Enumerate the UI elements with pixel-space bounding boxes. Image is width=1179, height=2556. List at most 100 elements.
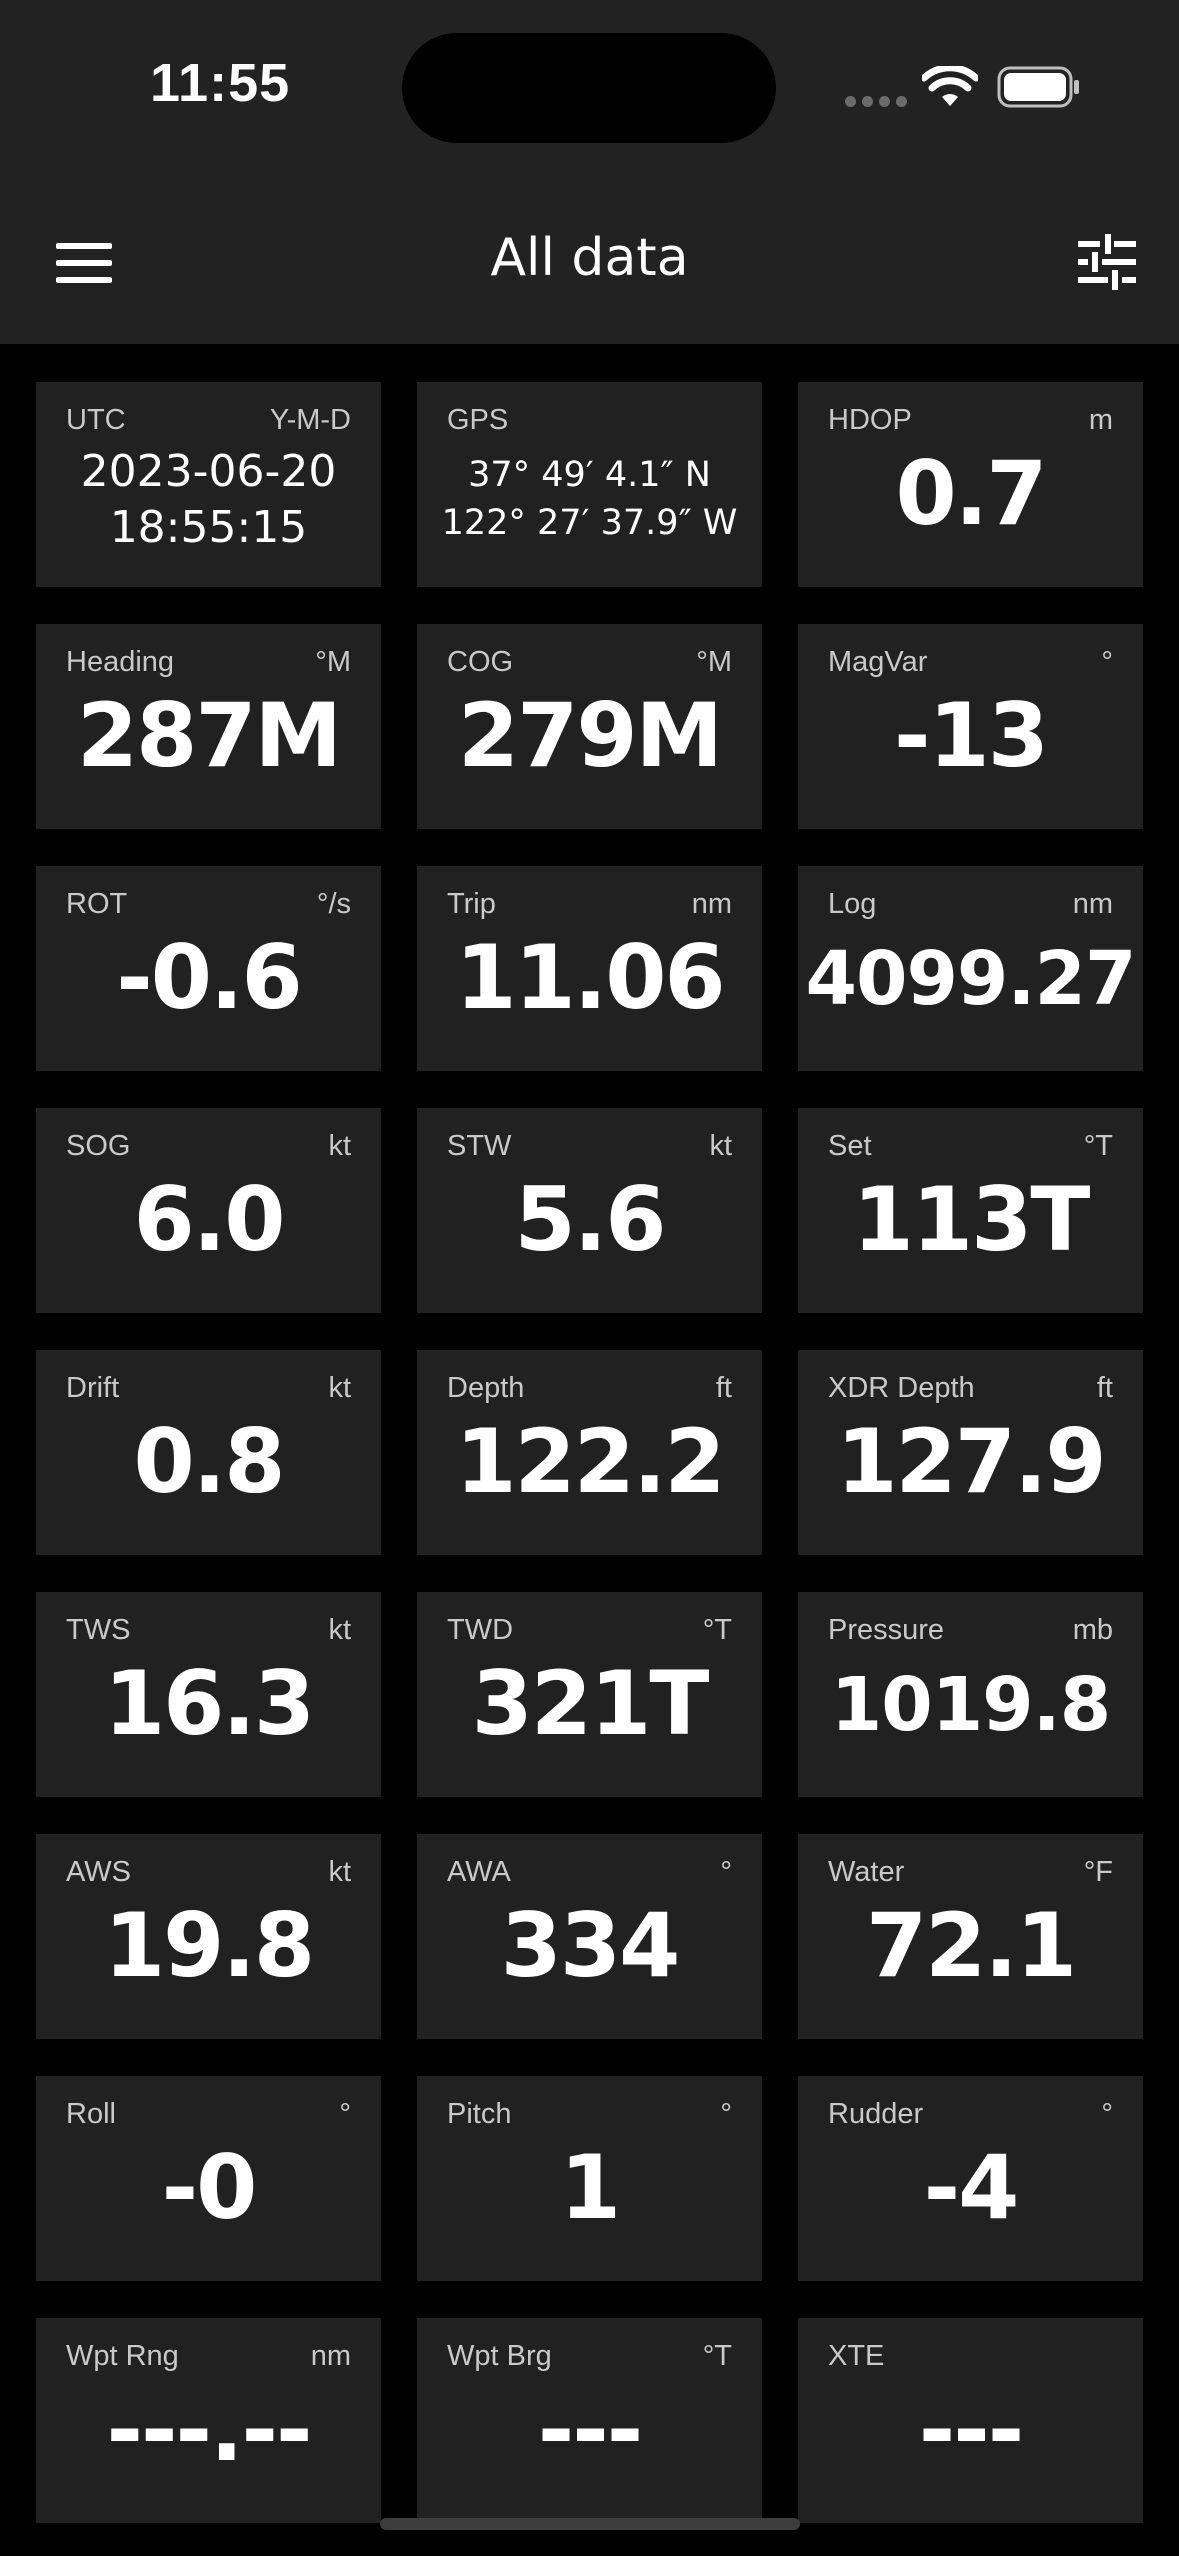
sliders-icon[interactable] xyxy=(1078,234,1136,290)
tile-value: 11.06 xyxy=(455,926,725,1029)
tile-stw[interactable]: STW kt 5.6 xyxy=(417,1108,762,1313)
tile-gps[interactable]: GPS 37° 49′ 4.1″ N 122° 27′ 37.9″ W xyxy=(417,382,762,587)
tile-unit: kt xyxy=(328,1130,351,1162)
tile-wpt-rng[interactable]: Wpt Rng nm ---.-- xyxy=(36,2318,381,2523)
tile-utc[interactable]: UTC Y-M-D 2023-06-20 18:55:15 xyxy=(36,382,381,587)
tile-value: 6.0 xyxy=(133,1168,286,1271)
gps-longitude: 122° 27′ 37.9″ W xyxy=(441,503,738,543)
tile-label: Pressure xyxy=(828,1614,945,1646)
tile-label: STW xyxy=(447,1130,512,1162)
tile-label: Heading xyxy=(66,646,175,678)
tile-label: XTE xyxy=(828,2340,885,2372)
tile-label: SOG xyxy=(66,1130,131,1162)
tile-value: -13 xyxy=(894,684,1049,787)
tile-drift[interactable]: Drift kt 0.8 xyxy=(36,1350,381,1555)
battery-icon xyxy=(997,66,1079,108)
tile-unit: °T xyxy=(1083,1130,1113,1162)
tile-label: TWS xyxy=(66,1614,131,1646)
tile-value: -0 xyxy=(161,2136,258,2239)
tile-depth[interactable]: Depth ft 122.2 xyxy=(417,1350,762,1555)
tile-heading[interactable]: Heading °M 287M xyxy=(36,624,381,829)
tile-tws[interactable]: TWS kt 16.3 xyxy=(36,1592,381,1797)
tile-value: 4099.27 xyxy=(805,936,1136,1022)
wifi-icon xyxy=(922,66,978,106)
tile-label: Water xyxy=(828,1856,905,1888)
tile-value: 122.2 xyxy=(455,1410,725,1513)
tile-xdr-depth[interactable]: XDR Depth ft 127.9 xyxy=(798,1350,1143,1555)
tile-set[interactable]: Set °T 113T xyxy=(798,1108,1143,1313)
tile-value: 1019.8 xyxy=(830,1662,1112,1748)
tile-value: 127.9 xyxy=(836,1410,1106,1513)
tile-water[interactable]: Water °F 72.1 xyxy=(798,1834,1143,2039)
tile-label: Rudder xyxy=(828,2098,924,2130)
tile-cog[interactable]: COG °M 279M xyxy=(417,624,762,829)
dynamic-island xyxy=(402,33,776,143)
tile-label: Log xyxy=(828,888,877,920)
tile-unit: nm xyxy=(691,888,732,920)
tile-unit: ° xyxy=(339,2098,351,2130)
tile-unit: mb xyxy=(1072,1614,1113,1646)
tile-value: 113T xyxy=(852,1168,1091,1271)
tile-unit: Y-M-D xyxy=(269,404,351,436)
tile-label: MagVar xyxy=(828,646,928,678)
utc-date: 2023-06-20 xyxy=(80,446,337,497)
tile-magvar[interactable]: MagVar ° -13 xyxy=(798,624,1143,829)
tile-value: --- xyxy=(918,2378,1025,2481)
tile-sog[interactable]: SOG kt 6.0 xyxy=(36,1108,381,1313)
tile-label: Set xyxy=(828,1130,872,1162)
tile-wpt-brg[interactable]: Wpt Brg °T --- xyxy=(417,2318,762,2523)
tile-value: 321T xyxy=(471,1652,710,1755)
tile-unit: m xyxy=(1088,404,1113,436)
tile-unit: °M xyxy=(696,646,732,678)
tile-unit: kt xyxy=(328,1856,351,1888)
tile-aws[interactable]: AWS kt 19.8 xyxy=(36,1834,381,2039)
tile-unit: kt xyxy=(328,1372,351,1404)
tile-value: -0.6 xyxy=(116,926,302,1029)
tile-value: --- xyxy=(537,2378,644,2481)
tile-rot[interactable]: ROT °/s -0.6 xyxy=(36,866,381,1071)
tile-label: Roll xyxy=(66,2098,116,2130)
tile-value: 0.7 xyxy=(895,442,1048,545)
tile-pitch[interactable]: Pitch ° 1 xyxy=(417,2076,762,2281)
tile-label: Trip xyxy=(447,888,496,920)
tile-unit: ° xyxy=(720,2098,732,2130)
tile-value: 16.3 xyxy=(103,1652,315,1755)
tile-unit: °/s xyxy=(316,888,351,920)
tile-trip[interactable]: Trip nm 11.06 xyxy=(417,866,762,1071)
tile-value: 5.6 xyxy=(514,1168,667,1271)
tile-unit: ° xyxy=(1101,646,1113,678)
tile-label: Wpt Brg xyxy=(447,2340,552,2372)
tile-value: 279M xyxy=(457,684,723,787)
tile-value: ---.-- xyxy=(106,2378,312,2481)
tile-label: Depth xyxy=(447,1372,525,1404)
tile-xte[interactable]: XTE --- xyxy=(798,2318,1143,2523)
menu-button[interactable] xyxy=(56,243,112,283)
tile-unit: nm xyxy=(310,2340,351,2372)
tile-label: HDOP xyxy=(828,404,912,436)
tile-awa[interactable]: AWA ° 334 xyxy=(417,1834,762,2039)
tile-unit: ° xyxy=(720,1856,732,1888)
cellular-signal-icon xyxy=(845,96,907,107)
tile-unit: kt xyxy=(709,1130,732,1162)
tile-pressure[interactable]: Pressure mb 1019.8 xyxy=(798,1592,1143,1797)
gps-latitude: 37° 49′ 4.1″ N xyxy=(468,455,711,495)
tile-twd[interactable]: TWD °T 321T xyxy=(417,1592,762,1797)
tile-unit: °T xyxy=(702,1614,732,1646)
tile-value: 287M xyxy=(76,684,342,787)
tile-label: AWS xyxy=(66,1856,131,1888)
tile-roll[interactable]: Roll ° -0 xyxy=(36,2076,381,2281)
tile-value: 1 xyxy=(559,2136,621,2239)
tile-value: 334 xyxy=(500,1894,681,1997)
tile-unit: °T xyxy=(702,2340,732,2372)
tile-value: -4 xyxy=(923,2136,1020,2239)
tile-hdop[interactable]: HDOP m 0.7 xyxy=(798,382,1143,587)
tile-label: GPS xyxy=(447,404,509,436)
tile-label: Drift xyxy=(66,1372,120,1404)
tile-log[interactable]: Log nm 4099.27 xyxy=(798,866,1143,1071)
tile-rudder[interactable]: Rudder ° -4 xyxy=(798,2076,1143,2281)
tile-label: Pitch xyxy=(447,2098,512,2130)
tile-unit: ft xyxy=(715,1372,732,1404)
home-indicator[interactable] xyxy=(380,2518,800,2530)
tile-unit: kt xyxy=(328,1614,351,1646)
